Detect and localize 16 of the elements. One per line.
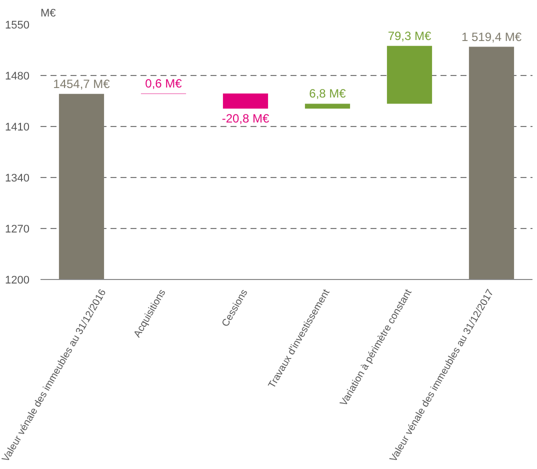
y-tick-label: 1550 bbox=[5, 20, 30, 32]
y-tick-label: 1270 bbox=[5, 224, 30, 236]
data-label: 1 519,4 M€ bbox=[461, 30, 522, 44]
bar bbox=[304, 104, 350, 109]
data-label: 0,6 M€ bbox=[145, 76, 182, 90]
data-label: -20,8 M€ bbox=[222, 112, 270, 126]
y-tick-label: 1200 bbox=[5, 274, 30, 286]
bar bbox=[222, 93, 268, 109]
bar bbox=[386, 46, 432, 104]
data-label: 6,8 M€ bbox=[309, 86, 346, 101]
y-tick-label: 1480 bbox=[5, 70, 30, 82]
y-tick-label: 1410 bbox=[5, 122, 30, 134]
data-label: 79,3 M€ bbox=[388, 28, 432, 43]
data-label: 1454,7 M€ bbox=[53, 76, 110, 91]
y-axis-title: M€ bbox=[40, 8, 56, 20]
y-tick-label: 1340 bbox=[5, 172, 30, 184]
